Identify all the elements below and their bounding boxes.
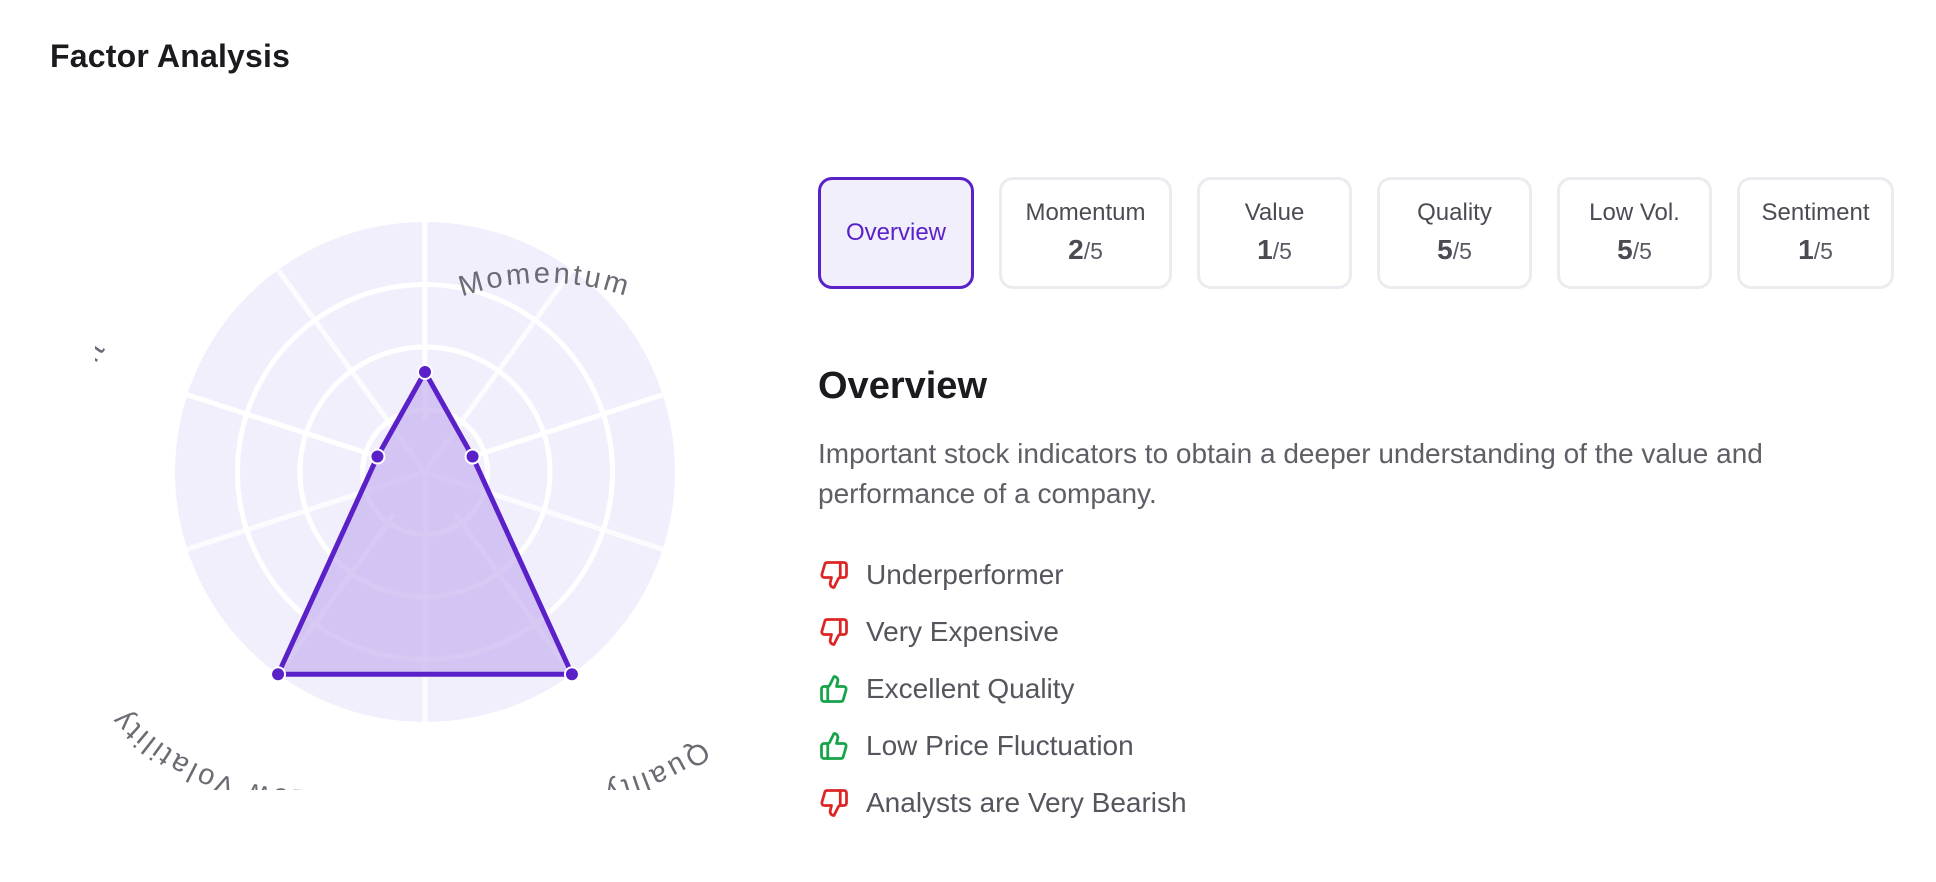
tab-sentiment-label: Sentiment bbox=[1761, 198, 1870, 226]
thumbs-down-icon bbox=[818, 559, 850, 591]
tab-sentiment[interactable]: Sentiment 1/5 bbox=[1737, 177, 1894, 289]
insight-item: Very Expensive bbox=[818, 603, 1187, 660]
tab-quality[interactable]: Quality 5/5 bbox=[1377, 177, 1532, 289]
tab-momentum-label: Momentum bbox=[1025, 198, 1146, 226]
radar-point-2 bbox=[464, 448, 481, 465]
tab-quality-score: 5/5 bbox=[1437, 233, 1472, 265]
insight-item: Underperformer bbox=[818, 546, 1187, 603]
insight-label: Very Expensive bbox=[866, 615, 1059, 647]
tab-overview-label: Overview bbox=[845, 219, 947, 246]
thumbs-up-icon bbox=[818, 673, 850, 705]
radar-axis-label-text: Sentiment bbox=[95, 332, 110, 494]
tab-value[interactable]: Value 1/5 bbox=[1197, 177, 1352, 289]
insights-list: Underperformer Very Expensive Excellent … bbox=[818, 546, 1187, 831]
insight-label: Low Price Fluctuation bbox=[866, 729, 1134, 761]
factor-tabs: Overview Momentum 2/5 Value 1/5 Quality … bbox=[818, 177, 1894, 289]
thumbs-down-icon bbox=[818, 616, 850, 648]
thumbs-up-icon bbox=[818, 730, 850, 762]
radar-point-4 bbox=[270, 666, 287, 683]
tab-low-volatility[interactable]: Low Vol. 5/5 bbox=[1557, 177, 1712, 289]
tab-overview[interactable]: Overview bbox=[818, 177, 974, 289]
insight-label: Analysts are Very Bearish bbox=[866, 786, 1187, 818]
insight-label: Excellent Quality bbox=[866, 672, 1075, 704]
tab-momentum[interactable]: Momentum 2/5 bbox=[999, 177, 1172, 289]
tab-value-label: Value bbox=[1244, 198, 1305, 226]
radar-chart-svg: MomentumValueQualityLow VolatilitySentim… bbox=[95, 222, 716, 790]
tab-momentum-score: 2/5 bbox=[1068, 233, 1103, 265]
radar-spoke-5 bbox=[186, 392, 377, 459]
radar-score-area bbox=[275, 369, 575, 677]
insight-item: Analysts are Very Bearish bbox=[818, 774, 1187, 831]
radar-spoke-2 bbox=[473, 392, 664, 459]
insight-item: Excellent Quality bbox=[818, 660, 1187, 717]
thumbs-down-icon bbox=[818, 787, 850, 819]
radar-axis-label-text: Low Volatility bbox=[104, 702, 306, 790]
tab-sentiment-score: 1/5 bbox=[1798, 233, 1833, 265]
radar-point-1 bbox=[417, 364, 433, 380]
tab-quality-label: Quality bbox=[1417, 198, 1492, 226]
tab-low-volatility-score: 5/5 bbox=[1617, 233, 1652, 265]
radar-point-5 bbox=[369, 448, 386, 465]
insight-label: Underperformer bbox=[866, 558, 1064, 590]
radar-axis-label: Low Volatility bbox=[104, 702, 309, 790]
tab-value-score: 1/5 bbox=[1257, 233, 1292, 265]
radar-point-3 bbox=[563, 666, 580, 683]
radar-axis-label: Quality bbox=[599, 735, 716, 790]
insight-item: Low Price Fluctuation bbox=[818, 717, 1187, 774]
section-title: Overview bbox=[818, 365, 987, 407]
radar-axis-label-text: Quality bbox=[599, 735, 713, 790]
tab-low-volatility-label: Low Vol. bbox=[1589, 198, 1680, 226]
radar-chart: MomentumValueQualityLow VolatilitySentim… bbox=[95, 150, 755, 790]
radar-axis-label: Sentiment bbox=[95, 332, 113, 494]
page-title: Factor Analysis bbox=[50, 38, 291, 74]
section-description: Important stock indicators to obtain a d… bbox=[818, 438, 1763, 509]
